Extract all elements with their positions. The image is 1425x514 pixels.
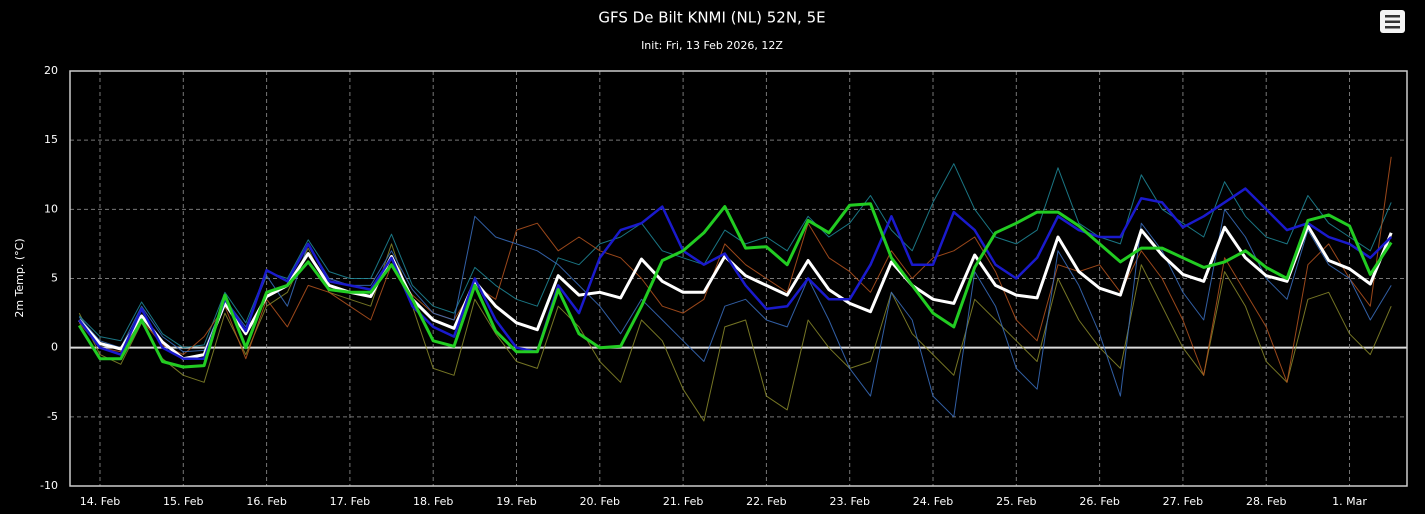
x-tick-label: 27. Feb [1163, 495, 1203, 508]
x-tick-label: 23. Feb [829, 495, 869, 508]
series-line [78, 187, 1393, 360]
x-tick-label: 26. Feb [1079, 495, 1119, 508]
x-tick-label: 20. Feb [580, 495, 620, 508]
x-tick-label: 14. Feb [80, 495, 120, 508]
y-axis-label: 2m Temp. (°C) [13, 238, 26, 317]
series-line [77, 202, 1393, 369]
x-tick-label: 15. Feb [163, 495, 203, 508]
x-tick-label: 17. Feb [330, 495, 370, 508]
y-tick-label: 15 [44, 133, 58, 146]
plot-border [69, 70, 1408, 487]
x-tick-label: 28. Feb [1246, 495, 1286, 508]
y-tick-label: 20 [44, 64, 58, 77]
chart-subtitle: Init: Fri, 13 Feb 2026, 12Z [641, 39, 783, 52]
y-tick-label: -10 [40, 479, 58, 492]
plot-area [70, 70, 1407, 487]
chart-title: GFS De Bilt KNMI (NL) 52N, 5E [598, 9, 825, 27]
menu-line [1385, 20, 1400, 23]
x-tick-label: 25. Feb [996, 495, 1036, 508]
x-tick-label: 21. Feb [663, 495, 703, 508]
x-tick-label: 24. Feb [913, 495, 953, 508]
x-tick-label: 1. Mar [1332, 495, 1367, 508]
series-line [78, 224, 1393, 361]
y-tick-label: -5 [47, 410, 58, 423]
y-tick-label: 0 [51, 341, 58, 354]
series-line [78, 156, 1392, 383]
menu-line [1385, 15, 1400, 18]
x-tick-label: 22. Feb [746, 495, 786, 508]
menu-line [1385, 26, 1400, 29]
x-tick-label: 18. Feb [413, 495, 453, 508]
series-line [78, 163, 1392, 349]
x-tick-label: 16. Feb [246, 495, 286, 508]
x-tick-label: 19. Feb [496, 495, 536, 508]
menu-button[interactable] [1380, 10, 1405, 33]
series-line [78, 208, 1392, 418]
y-tick-label: 10 [44, 202, 58, 215]
y-tick-label: 5 [51, 272, 58, 285]
